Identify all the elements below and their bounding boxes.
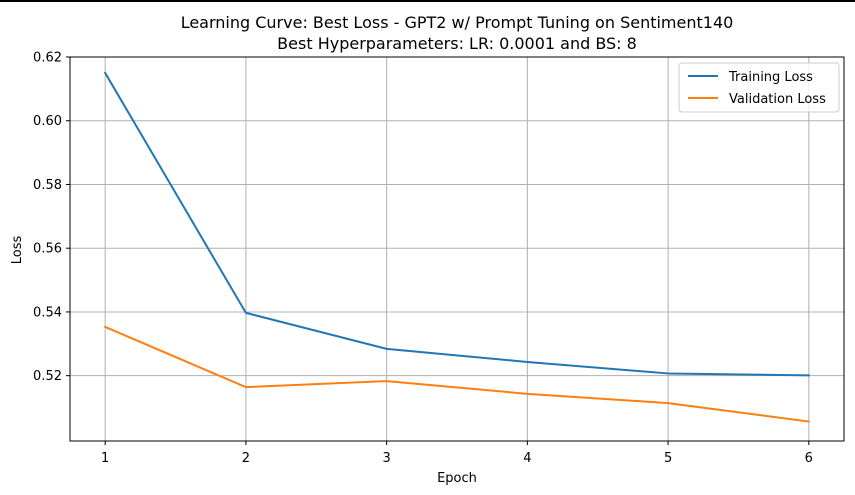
series-layer	[103, 71, 810, 423]
legend-label-training-loss: Training Loss	[728, 70, 813, 85]
legend: Training Loss Validation Loss	[678, 62, 840, 113]
legend-label-validation-loss: Validation Loss	[729, 92, 826, 107]
ticks-layer: 1 2 3 4 5 6 0.52 0.54 0.56 0.58 0.60 0.62	[33, 51, 813, 467]
y-tick-label: 0.54	[33, 305, 62, 320]
axes-layer	[69, 56, 845, 442]
x-tick-label: 5	[664, 451, 672, 466]
x-tick-label: 6	[805, 451, 813, 466]
legend-box	[678, 62, 840, 113]
series-line-training-loss	[103, 71, 810, 377]
x-tick-label: 4	[523, 451, 531, 466]
y-axis-label: Loss	[10, 236, 25, 265]
x-tick-label: 2	[242, 451, 250, 466]
chart-title: Learning Curve: Best Loss - GPT2 w/ Prom…	[181, 13, 734, 32]
y-tick-label: 0.60	[33, 114, 62, 129]
y-tick-label: 0.56	[33, 242, 62, 257]
y-tick-label: 0.52	[33, 369, 62, 384]
y-tick-label: 0.58	[33, 178, 62, 193]
series-line-validation-loss	[103, 325, 810, 423]
chart-subtitle: Best Hyperparameters: LR: 0.0001 and BS:…	[277, 34, 637, 53]
x-tick-label: 3	[382, 451, 390, 466]
x-axis-label: Epoch	[437, 471, 477, 486]
y-tick-label: 0.62	[33, 51, 62, 66]
plot-frame	[69, 56, 845, 442]
x-tick-label: 1	[101, 451, 109, 466]
grid-layer	[70, 56, 844, 441]
